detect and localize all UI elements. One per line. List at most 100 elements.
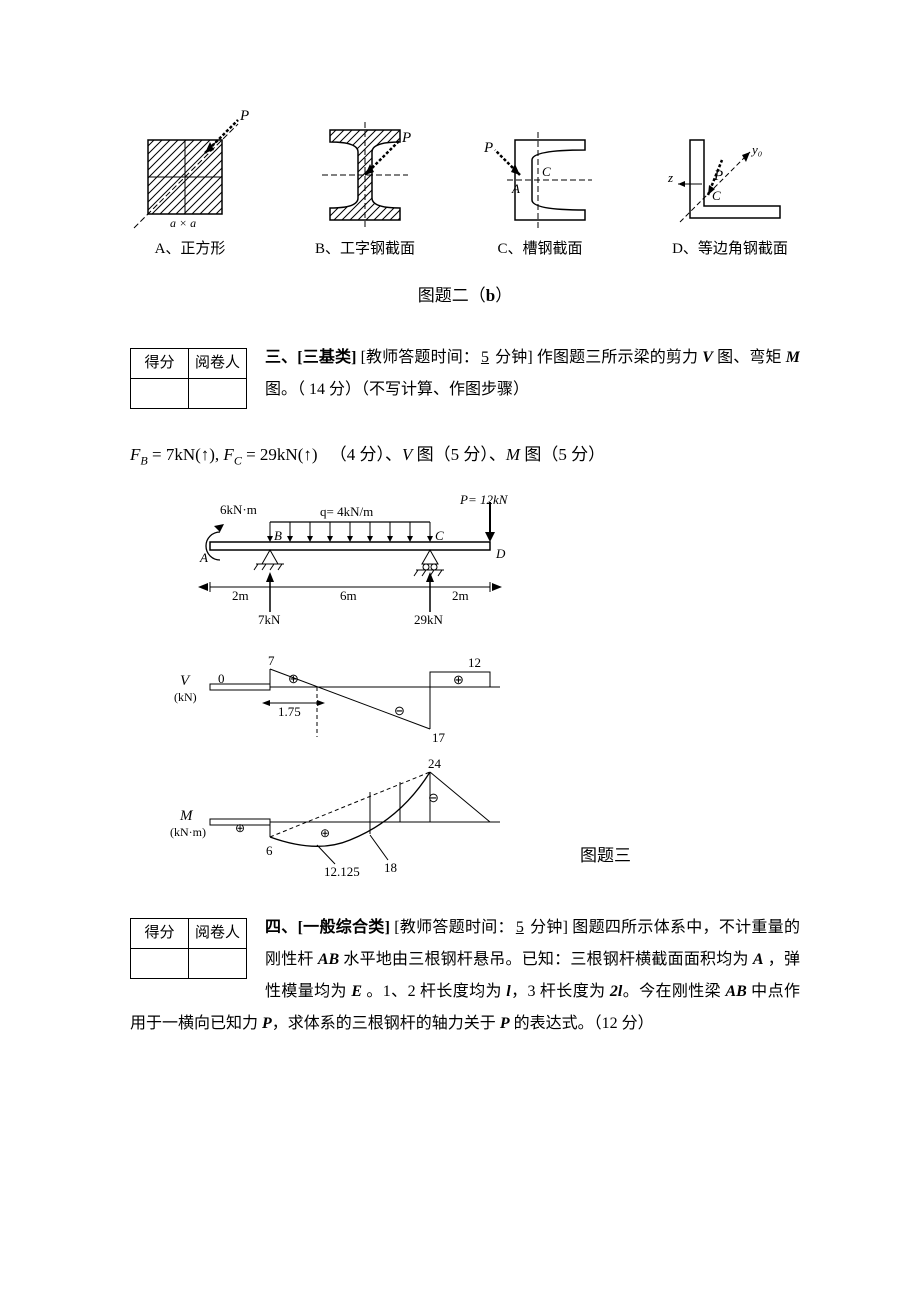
s4-p16: AB bbox=[725, 983, 746, 1000]
figure-2b-title: 图题二（b） bbox=[130, 281, 800, 312]
Fb-sub: B bbox=[140, 453, 147, 467]
square-svg: P a × a bbox=[130, 100, 250, 230]
Fb-val: = 7kN(↑), bbox=[148, 445, 224, 464]
m24: 24 bbox=[428, 756, 442, 771]
M-label: M bbox=[179, 808, 194, 824]
C: C bbox=[435, 528, 444, 543]
m6: 6 bbox=[266, 843, 273, 858]
ibeam-svg: P bbox=[310, 100, 420, 230]
s4-p4: 分钟] bbox=[526, 919, 568, 936]
v1_75: 1.75 bbox=[278, 704, 301, 719]
beam-svg: 6kN·m q= 4kN/m P= 12kN bbox=[170, 492, 550, 882]
s3-p6: V bbox=[702, 349, 713, 366]
v0: 0 bbox=[218, 671, 225, 686]
s4-p8: A bbox=[753, 951, 764, 968]
figure-3-caption: 图题三 bbox=[580, 841, 631, 882]
V-unit: (kN) bbox=[174, 690, 197, 704]
svg-text:⊖: ⊖ bbox=[394, 703, 405, 718]
s4-p1: 四、[一般综合类] bbox=[265, 919, 390, 936]
svg-text:⊕: ⊕ bbox=[288, 671, 299, 686]
s4-p6: AB bbox=[318, 951, 339, 968]
score-cell-4 bbox=[131, 948, 189, 978]
s4-p18: P bbox=[262, 1015, 272, 1032]
v-diagram: V (kN) ⊕ ⊖ ⊕ 0 7 1.75 17 12 bbox=[174, 653, 500, 745]
tail5: 图（5 分） bbox=[520, 445, 605, 464]
shape-a-square: P a × a A、正方形 bbox=[130, 100, 250, 263]
s4-p11: 。1、2 杆长度均为 bbox=[362, 983, 506, 1000]
shape-d-caption: D、等边角钢截面 bbox=[672, 236, 788, 263]
A-label: A bbox=[511, 181, 520, 196]
A: A bbox=[199, 550, 208, 565]
svg-text:⊕: ⊕ bbox=[235, 821, 245, 835]
s3-p9: 图。（ 14 分）（不写计算、作图步骤） bbox=[265, 381, 529, 398]
d2: 6m bbox=[340, 588, 357, 603]
tail4: M bbox=[506, 445, 520, 464]
p-label-d: P bbox=[713, 168, 723, 184]
s4-p7: 水平地由三根钢杆悬吊。已知：三根钢杆横截面面积均为 bbox=[339, 951, 753, 968]
score-header-4: 得分 bbox=[131, 918, 189, 948]
s4-p2: [教师答题时间： bbox=[390, 919, 514, 936]
shape-b-caption: B、工字钢截面 bbox=[315, 236, 415, 263]
P-label: P= 12kN bbox=[459, 492, 509, 507]
p-label-c: P bbox=[483, 140, 493, 156]
v12: 12 bbox=[468, 655, 481, 670]
s4-p13: ，3 杆长度为 bbox=[511, 983, 610, 1000]
D: D bbox=[495, 546, 506, 561]
z-label: z bbox=[667, 170, 673, 185]
grader-header: 阅卷人 bbox=[189, 348, 247, 378]
s3-p2: [教师答题时间： bbox=[356, 349, 479, 366]
s3-p8: M bbox=[786, 349, 800, 366]
s3-p7: 图、弯矩 bbox=[713, 349, 786, 366]
shape-c-caption: C、槽钢截面 bbox=[497, 236, 582, 263]
shape-d-angle: y₀ z C P D、等边角钢截面 bbox=[660, 100, 800, 263]
grader-cell-4 bbox=[189, 948, 247, 978]
m-diagram: M (kN·m) ⊕ ⊕ ⊖ 6 12.125 18 24 bbox=[170, 756, 500, 879]
tail2: V bbox=[402, 445, 412, 464]
p-label-b: P bbox=[401, 130, 411, 146]
score-table-4: 得分 阅卷人 bbox=[130, 918, 247, 979]
score-header: 得分 bbox=[131, 348, 189, 378]
C-label: C bbox=[542, 164, 551, 179]
s3-p1: 三、[三基类] bbox=[265, 349, 356, 366]
score-cell bbox=[131, 378, 189, 408]
svg-text:⊕: ⊕ bbox=[453, 672, 464, 687]
shape-a-caption: A、正方形 bbox=[155, 236, 226, 263]
channel-svg: A C P bbox=[480, 100, 600, 230]
tail3: 图（5 分）、 bbox=[412, 445, 506, 464]
shape-b-ibeam: P B、工字钢截面 bbox=[310, 100, 420, 263]
s4-p15: 。今在刚性梁 bbox=[622, 983, 725, 1000]
V-label: V bbox=[180, 673, 191, 689]
p-label: P bbox=[239, 108, 249, 124]
B: B bbox=[274, 528, 282, 543]
reaction-formula: FB = 7kN(↑), FC = 29kN(↑) （4 分）、V 图（5 分）… bbox=[130, 440, 800, 472]
v17: 17 bbox=[432, 730, 446, 745]
y0-label: y₀ bbox=[750, 142, 762, 157]
score-table-3: 得分 阅卷人 bbox=[130, 348, 247, 409]
Fc-sym: F bbox=[223, 445, 233, 464]
Fc-val: = 29kN(↑) bbox=[242, 445, 318, 464]
Fc-sub: C bbox=[234, 453, 242, 467]
section-4: 得分 阅卷人 四、[一般综合类] [教师答题时间：5 分钟] 图题四所示体系中，… bbox=[130, 912, 800, 1040]
a-by-a: a × a bbox=[170, 216, 196, 230]
tail1: （4 分）、 bbox=[330, 445, 402, 464]
svg-text:⊖: ⊖ bbox=[428, 790, 439, 805]
fig2b-b: b bbox=[486, 286, 495, 305]
v7: 7 bbox=[268, 653, 275, 668]
shape-c-channel: A C P C、槽钢截面 bbox=[480, 100, 600, 263]
q-label: q= 4kN/m bbox=[320, 504, 373, 519]
s3-p4: 分钟] bbox=[491, 349, 537, 366]
angle-svg: y₀ z C P bbox=[660, 100, 800, 230]
s3-p5: 作图题三所示梁的剪力 bbox=[537, 349, 702, 366]
beam-load-diagram: 6kN·m q= 4kN/m P= 12kN bbox=[198, 492, 509, 627]
m18: 18 bbox=[384, 860, 397, 875]
s4-p19: ，求体系的三根钢杆的轴力关于 bbox=[272, 1015, 500, 1032]
fig2b-prefix: 图题二（ bbox=[418, 286, 486, 305]
svg-text:⊕: ⊕ bbox=[320, 826, 330, 840]
d3: 2m bbox=[452, 588, 469, 603]
RB: 7kN bbox=[258, 612, 281, 627]
RC: 29kN bbox=[414, 612, 444, 627]
m12: 12.125 bbox=[324, 864, 360, 879]
M-unit: (kN·m) bbox=[170, 825, 206, 839]
s4-p20: P bbox=[500, 1015, 510, 1032]
d1: 2m bbox=[232, 588, 249, 603]
